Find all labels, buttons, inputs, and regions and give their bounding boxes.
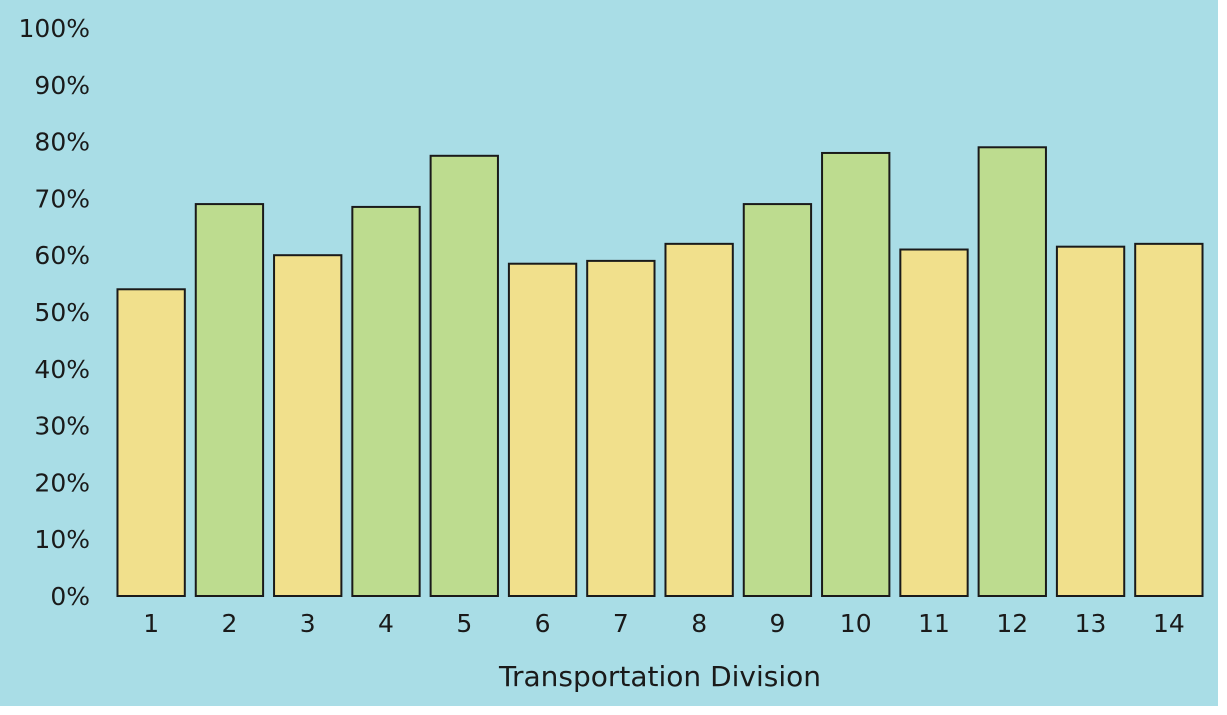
y-tick-label: 70% [34,184,90,213]
y-tick-label: 0% [50,582,90,611]
x-tick-label: 11 [918,609,950,638]
bar-division-5 [431,156,498,596]
y-tick-label: 60% [34,241,90,270]
bar-division-7 [587,261,654,596]
bar-division-6 [509,264,576,596]
x-tick-label: 2 [221,609,237,638]
x-tick-label: 14 [1153,609,1185,638]
y-tick-label: 40% [34,355,90,384]
x-tick-label: 1 [143,609,159,638]
bars-group [117,147,1202,596]
y-tick-label: 20% [34,468,90,497]
y-tick-label: 100% [19,14,90,43]
x-tick-label: 8 [691,609,707,638]
bar-division-4 [352,207,419,596]
x-axis-ticks: 1 2 3 4 5 6 7 8 9 10 11 12 13 14 [143,609,1185,638]
bar-division-13 [1057,247,1124,596]
x-tick-label: 3 [300,609,316,638]
y-axis-ticks: 0% 10% 20% 30% 40% 50% 60% 70% 80% 90% 100% [19,14,90,611]
bar-division-11 [900,250,967,596]
bar-division-2 [196,204,263,596]
x-axis-label: Transportation Division [498,660,821,693]
y-tick-label: 50% [34,298,90,327]
x-tick-label: 9 [769,609,785,638]
bar-division-8 [665,244,732,596]
y-tick-label: 30% [34,412,90,441]
bar-division-14 [1135,244,1202,596]
y-tick-label: 80% [34,128,90,157]
x-tick-label: 6 [535,609,551,638]
bar-division-10 [822,153,889,596]
x-tick-label: 13 [1075,609,1107,638]
x-tick-label: 10 [840,609,872,638]
y-tick-label: 10% [34,525,90,554]
bar-division-1 [117,289,184,596]
x-tick-label: 7 [613,609,629,638]
bar-division-9 [744,204,811,596]
bar-division-12 [979,147,1046,596]
x-tick-label: 5 [456,609,472,638]
y-tick-label: 90% [34,71,90,100]
x-tick-label: 12 [996,609,1028,638]
x-tick-label: 4 [378,609,394,638]
bar-division-3 [274,255,341,596]
